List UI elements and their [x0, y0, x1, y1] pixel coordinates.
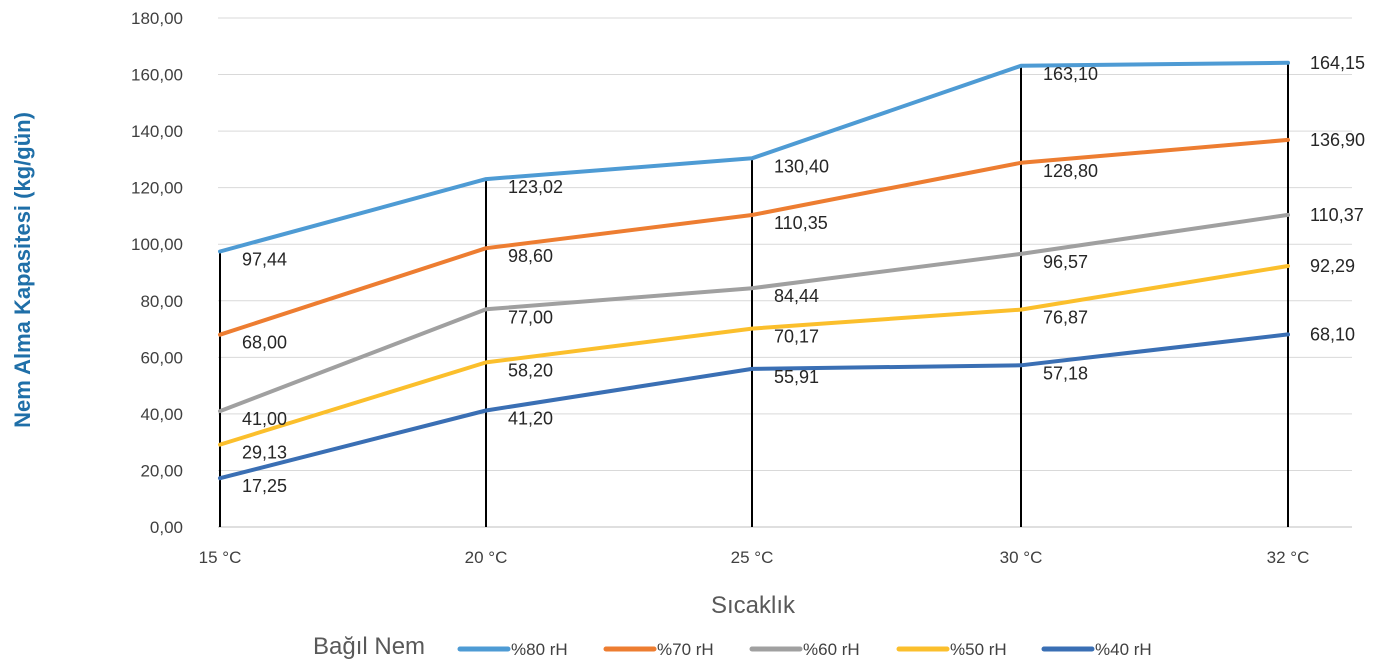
- x-tick-label: 25 °C: [731, 548, 774, 567]
- data-label: 55,91: [774, 367, 819, 387]
- data-label: 58,20: [508, 360, 553, 380]
- legend-label: %50 rH: [950, 640, 1007, 659]
- data-label: 136,90: [1310, 130, 1365, 150]
- data-label: 98,60: [508, 246, 553, 266]
- data-label: 17,25: [242, 476, 287, 496]
- y-tick-label: 60,00: [140, 348, 183, 367]
- y-axis-ticks: 0,00 20,00 40,00 60,00 80,00 100,00 120,00 140,…: [131, 9, 183, 537]
- drop-lines: [219, 62, 1289, 527]
- y-tick-label: 180,00: [131, 9, 183, 28]
- y-tick-label: 160,00: [131, 66, 183, 85]
- data-label: 76,87: [1043, 308, 1088, 328]
- y-tick-label: 120,00: [131, 179, 183, 198]
- data-label: 77,00: [508, 307, 553, 327]
- gridlines: [218, 17, 1352, 528]
- data-label: 97,44: [242, 249, 287, 269]
- data-labels: 97,44 123,02 130,40 163,10 164,15 68,00 98,60 1…: [242, 53, 1365, 496]
- data-label: 57,18: [1043, 363, 1088, 383]
- data-label: 163,10: [1043, 64, 1098, 84]
- series-line: [218, 264, 1290, 447]
- data-label: 123,02: [508, 177, 563, 197]
- y-tick-label: 80,00: [140, 292, 183, 311]
- legend-label: %80 rH: [511, 640, 568, 659]
- data-label: 92,29: [1310, 256, 1355, 276]
- data-label: 68,10: [1310, 324, 1355, 344]
- series-line: [218, 137, 1290, 337]
- data-label: 164,15: [1310, 53, 1365, 73]
- x-tick-label: 20 °C: [465, 548, 508, 567]
- series-line: [218, 332, 1290, 481]
- x-tick-label: 30 °C: [1000, 548, 1043, 567]
- data-label: 84,44: [774, 286, 819, 306]
- x-tick-label: 32 °C: [1267, 548, 1310, 567]
- legend-title: Bağıl Nem: [313, 633, 425, 660]
- data-label: 110,35: [774, 213, 828, 233]
- y-tick-label: 20,00: [140, 461, 183, 480]
- data-label: 130,40: [774, 156, 829, 176]
- legend-label: %40 rH: [1095, 640, 1152, 659]
- data-label: 110,37: [1310, 205, 1364, 225]
- y-tick-label: 40,00: [140, 405, 183, 424]
- x-axis-label: Sıcaklık: [711, 592, 796, 619]
- series-line: [218, 60, 1290, 254]
- x-axis-ticks: 15 °C 20 °C 25 °C 30 °C 32 °C: [199, 548, 1310, 567]
- series-line: [218, 212, 1290, 414]
- y-tick-label: 100,00: [131, 235, 183, 254]
- data-label: 41,20: [508, 408, 553, 428]
- data-label: 70,17: [774, 327, 819, 347]
- data-label: 29,13: [242, 443, 287, 463]
- data-label: 128,80: [1043, 161, 1098, 181]
- x-tick-label: 15 °C: [199, 548, 242, 567]
- series-lines: [218, 60, 1290, 481]
- data-label: 96,57: [1043, 252, 1088, 272]
- legend-label: %70 rH: [657, 640, 714, 659]
- data-label: 41,00: [242, 409, 287, 429]
- legend: Bağıl Nem %80 rH %70 rH %60 rH %50 rH %40 rH: [313, 633, 1152, 660]
- data-label: 68,00: [242, 333, 287, 353]
- legend-label: %60 rH: [803, 640, 860, 659]
- y-tick-label: 140,00: [131, 122, 183, 141]
- y-axis-label: Nem Alma Kapasitesi (kg/gün): [10, 112, 35, 428]
- y-tick-label: 0,00: [150, 518, 183, 537]
